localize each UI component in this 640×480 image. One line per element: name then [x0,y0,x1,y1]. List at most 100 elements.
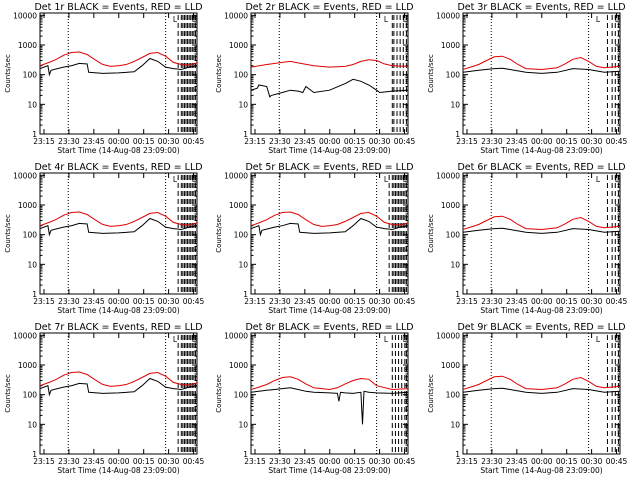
panel-title: Det 5r BLACK = Events, RED = LLD [245,162,413,173]
x-tick-label: 23:15 [456,457,478,466]
l-marker: L [596,175,601,184]
x-tick-label: 23:30 [58,137,80,146]
y-tick-label: 1000 [229,201,248,210]
x-tick-label: 00:30 [581,137,603,146]
y-tick-label: 1000 [229,361,248,370]
x-tick-label: 00:00 [108,137,130,146]
panel-6: Det 6r BLACK = Events, RED = LLD 1 10 100 10… [427,162,628,315]
x-tick-label: 00:30 [158,457,180,466]
y-tick-label: 100 [446,391,461,400]
y-tick-label: 1 [455,450,460,459]
l-marker: L [596,15,601,24]
series-line-lld [251,59,408,68]
series-line-lld [40,371,197,387]
y-tick-label: 100 [23,391,38,400]
x-tick-label: 23:45 [294,137,316,146]
y-axis-label: Counts/sec [215,54,223,93]
series-line-lld [40,51,197,67]
x-tick-label: 23:45 [506,137,528,146]
panel-8: Det 8r BLACK = Events, RED = LLD 1 10 100 10… [215,322,416,475]
series-line-events [251,217,408,237]
x-tick-label: 23:45 [83,137,105,146]
y-tick-label: 100 [234,391,249,400]
x-tick-label: 00:00 [531,457,553,466]
series-line-events [463,67,620,74]
x-tick-label: 00:00 [319,457,341,466]
panel-title: Det 6r BLACK = Events, RED = LLD [457,162,625,173]
x-tick-label: 23:30 [58,457,80,466]
plot-frame [250,172,409,295]
y-tick-label: 10000 [13,171,37,180]
x-tick-label: 23:45 [83,297,105,306]
x-tick-label: 23:30 [481,457,503,466]
y-tick-label: 100 [234,231,249,240]
y-tick-label: 100 [234,71,249,80]
x-tick-label: 00:15 [133,137,155,146]
y-tick-label: 10 [450,420,460,429]
l-marker: L [403,15,408,24]
x-tick-label: 00:00 [319,137,341,146]
y-axis-label: Counts/sec [215,374,223,413]
plot-frame [39,332,198,455]
y-tick-label: 10000 [436,331,460,340]
x-tick-label: 23:15 [244,297,266,306]
series-line-lld [40,211,197,227]
panel-title: Det 8r BLACK = Events, RED = LLD [245,322,413,333]
x-axis-label: Start Time (14-Aug-08 23:09:00) [480,466,602,475]
x-tick-label: 00:00 [319,297,341,306]
x-axis-label: Start Time (14-Aug-08 23:09:00) [480,146,602,155]
y-axis-label: Counts/sec [427,54,435,93]
l-marker: L [384,335,389,344]
x-tick-label: 23:15 [456,137,478,146]
series-line-lld [463,375,620,391]
y-tick-label: 10000 [224,331,248,340]
x-tick-label: 23:15 [33,137,55,146]
x-tick-label: 23:30 [269,137,291,146]
l-marker: L [173,15,178,24]
y-tick-label: 10 [238,260,248,269]
x-tick-label: 00:45 [183,457,205,466]
x-tick-label: 23:15 [456,297,478,306]
plot-frame [250,12,409,135]
series-line-lld [251,211,408,227]
x-tick-label: 23:30 [269,457,291,466]
y-tick-label: 10000 [224,11,248,20]
l-marker: L [403,175,408,184]
l-marker: L [384,15,389,24]
series-line-events [251,387,408,425]
x-tick-label: 00:30 [369,137,391,146]
x-axis-label: Start Time (14-Aug-08 23:09:00) [480,306,602,315]
y-tick-label: 1000 [441,41,460,50]
x-tick-label: 23:30 [481,137,503,146]
y-axis-label: Counts/sec [427,374,435,413]
x-tick-label: 23:30 [58,297,80,306]
y-axis-label: Counts/sec [4,54,12,93]
series-line-lld [251,376,408,391]
l-marker: L [192,175,197,184]
l-marker: L [615,15,620,24]
x-tick-label: 23:45 [294,457,316,466]
y-tick-label: 1000 [18,41,37,50]
panel-3: Det 3r BLACK = Events, RED = LLD 1 10 100 10… [427,2,628,155]
y-tick-label: 10000 [436,171,460,180]
l-marker: L [384,175,389,184]
y-tick-label: 10 [238,100,248,109]
l-marker: L [173,175,178,184]
x-tick-label: 00:15 [556,137,578,146]
y-tick-label: 1 [243,290,248,299]
x-tick-label: 00:15 [556,297,578,306]
l-marker: L [403,335,408,344]
y-tick-label: 10 [27,420,37,429]
x-tick-label: 00:45 [606,137,628,146]
y-tick-label: 1000 [18,361,37,370]
series-line-events [251,78,408,98]
panel-title: Det 3r BLACK = Events, RED = LLD [457,2,625,13]
x-tick-label: 00:45 [183,137,205,146]
y-axis-label: Counts/sec [4,374,12,413]
x-tick-label: 23:30 [481,297,503,306]
x-axis-label: Start Time (14-Aug-08 23:09:00) [268,146,390,155]
y-tick-label: 1 [243,130,248,139]
panel-1: Det 1r BLACK = Events, RED = LLD 1 10 100 10… [4,2,205,155]
panel-7: Det 7r BLACK = Events, RED = LLD 1 10 100 10… [4,322,205,475]
